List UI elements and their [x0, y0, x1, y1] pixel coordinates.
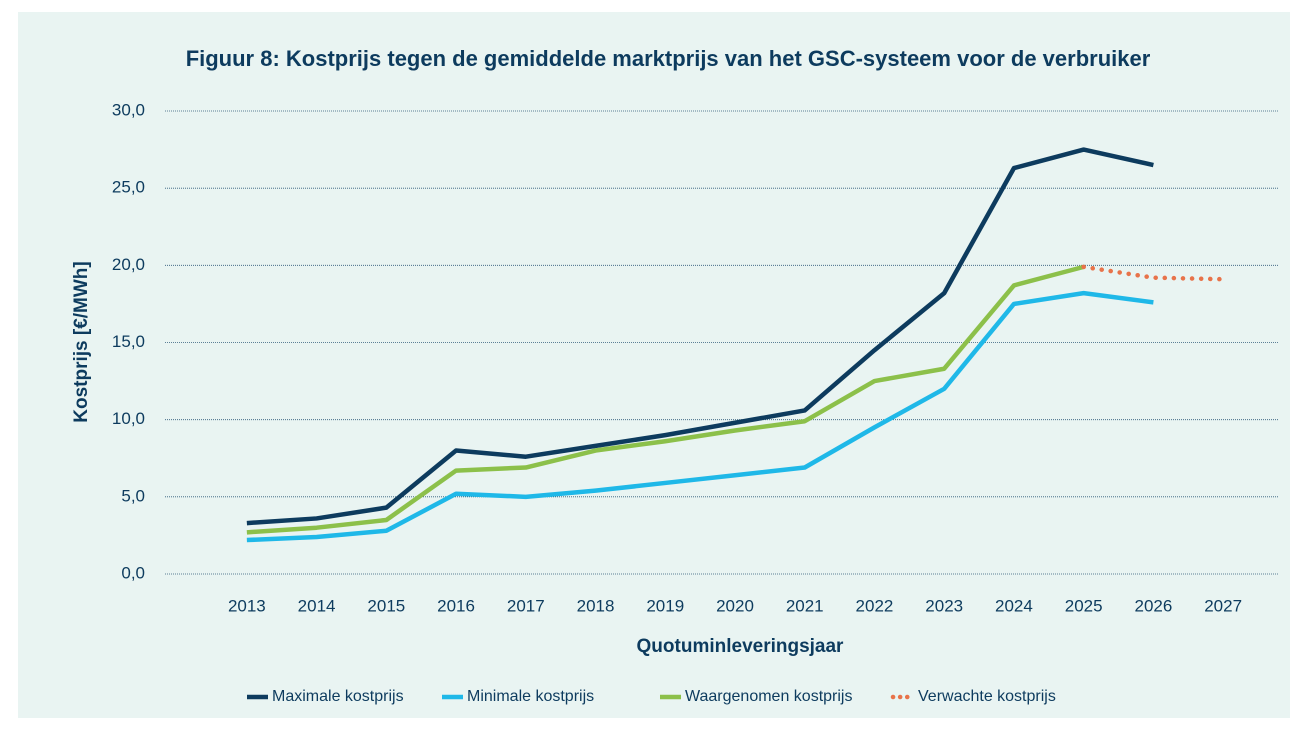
- x-tick-label: 2015: [367, 596, 405, 615]
- series-line: [246, 290, 1154, 543]
- chart-title: Figuur 8: Kostprijs tegen de gemiddelde …: [186, 46, 1151, 71]
- series-line: [246, 147, 1154, 526]
- x-tick-label: 2013: [228, 596, 266, 615]
- y-tick-label: 10,0: [112, 409, 145, 428]
- x-tick-label: 2019: [646, 596, 684, 615]
- x-tick-label: 2018: [577, 596, 615, 615]
- x-tick-label: 2017: [507, 596, 545, 615]
- x-axis-label: Quotuminleveringsjaar: [637, 636, 845, 657]
- series-line: [246, 264, 1085, 535]
- series-line: [1081, 264, 1226, 282]
- y-tick-label: 5,0: [121, 486, 145, 505]
- y-tick-label: 0,0: [121, 563, 145, 582]
- x-tick-label: 2024: [995, 596, 1033, 615]
- legend-label: Waargenomen kostprijs: [685, 688, 852, 705]
- x-tick-label: 2025: [1065, 596, 1103, 615]
- legend-label: Minimale kostprijs: [467, 688, 594, 705]
- y-axis-label: Kostprijs [€/MWh]: [71, 261, 92, 423]
- legend-label: Verwachte kostprijs: [918, 688, 1056, 705]
- y-tick-label: 25,0: [112, 178, 145, 197]
- chart-background: [18, 12, 1290, 718]
- x-tick-label: 2020: [716, 596, 754, 615]
- y-tick-label: 15,0: [112, 332, 145, 351]
- x-tick-label: 2026: [1134, 596, 1172, 615]
- x-tick-label: 2023: [925, 596, 963, 615]
- x-tick-label: 2022: [856, 596, 894, 615]
- x-tick-label: 2021: [786, 596, 824, 615]
- legend-label: Maximale kostprijs: [272, 688, 404, 705]
- x-tick-label: 2027: [1204, 596, 1242, 615]
- x-tick-label: 2016: [437, 596, 475, 615]
- x-tick-label: 2014: [298, 596, 336, 615]
- y-tick-label: 20,0: [112, 255, 145, 274]
- y-tick-label: 30,0: [112, 100, 145, 119]
